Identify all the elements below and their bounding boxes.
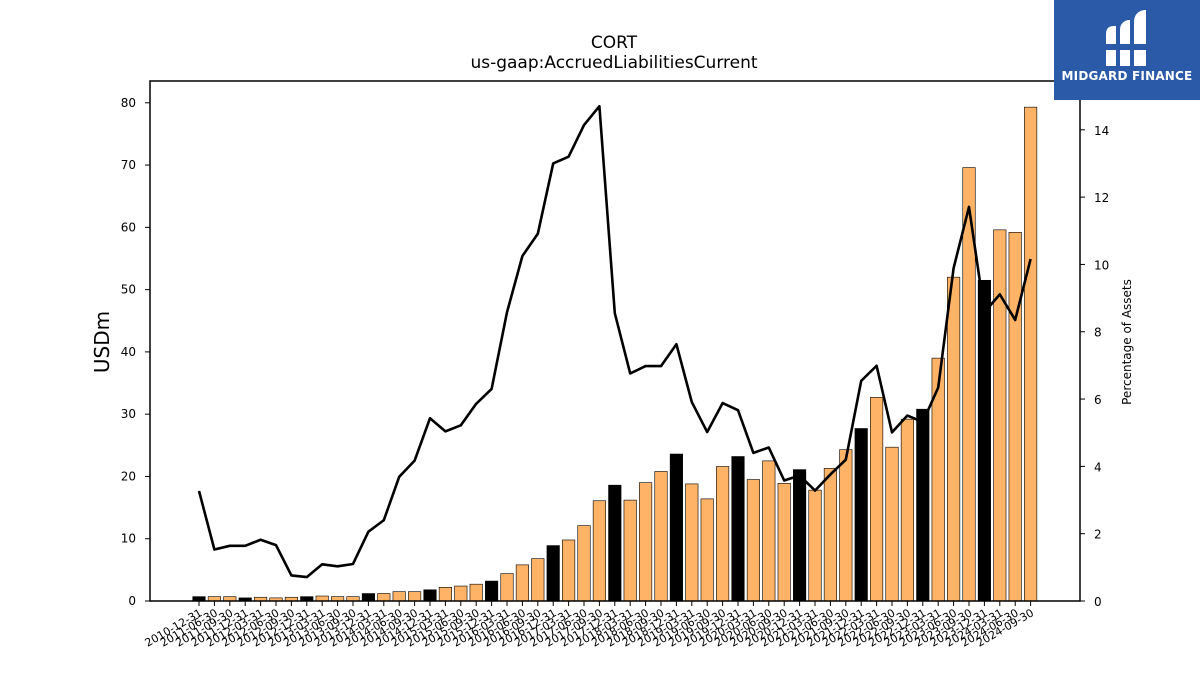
chart-subtitle: us-gaap:AccruedLiabilitiesCurrent [470, 53, 757, 73]
bar-2014-12-31 [423, 589, 437, 602]
y2-tick-label: 4 [1094, 460, 1102, 474]
bar-2015-06-30 [454, 585, 468, 602]
y-tick-label: 0 [128, 594, 136, 608]
bar-2014-03-31 [377, 593, 391, 602]
bar-2022-06-30 [885, 446, 899, 602]
y2-tick-label: 0 [1094, 595, 1102, 609]
bar-2016-09-30 [531, 558, 545, 602]
bar-2014-06-30 [392, 591, 406, 602]
bar-2016-03-31 [500, 573, 514, 602]
brand-name: MIDGARD FINANCE [1061, 69, 1193, 83]
bar-2019-12-31 [731, 456, 745, 602]
y-tick-label: 30 [121, 407, 136, 421]
bar-2023-12-31 [977, 279, 991, 602]
bar-2019-09-30 [716, 466, 730, 602]
y2-tick-label: 14 [1094, 124, 1109, 138]
bar-2020-09-30 [777, 482, 791, 602]
brand-logo: MIDGARD FINANCE [1054, 0, 1200, 100]
right-y-axis: 0 2 4 6 8 10 12 14 [1080, 124, 1109, 609]
line-series [197, 104, 1032, 579]
bar-2019-03-31 [685, 483, 699, 602]
y-tick-label: 50 [121, 283, 136, 297]
midgard-logo-icon [1106, 10, 1146, 66]
bar-2017-03-31 [562, 539, 576, 602]
y2-tick-label: 8 [1094, 326, 1102, 340]
bar-2022-03-31 [870, 397, 884, 602]
bar-2021-06-30 [823, 468, 837, 602]
x-axis: 2010-12-312011-06-302011-09-302011-12-31… [143, 601, 1036, 650]
bar-2017-06-30 [577, 525, 591, 602]
y2-tick-label: 6 [1094, 393, 1102, 407]
bar-2017-09-30 [592, 500, 606, 602]
bar-2015-09-30 [469, 583, 483, 602]
bar-2022-12-31 [916, 408, 930, 602]
y-tick-label: 80 [121, 96, 136, 110]
y-tick-label: 40 [121, 345, 136, 359]
bar-2018-03-31 [623, 499, 637, 602]
bar-2016-06-30 [515, 564, 529, 602]
chart-title: CORT [591, 33, 638, 53]
y-tick-label: 10 [121, 532, 136, 546]
bar-2018-09-30 [654, 471, 668, 602]
bar-2021-12-31 [854, 428, 868, 602]
bar-2021-09-30 [839, 449, 853, 602]
bar-2014-09-30 [408, 591, 422, 602]
y-axis-label-right: Percentage of Assets [1120, 279, 1134, 405]
left-y-axis: 0 10 20 30 40 50 60 70 80 [121, 96, 150, 608]
bar-2016-12-31 [546, 545, 560, 602]
bar-2024-09-30 [1024, 106, 1038, 602]
bar-2020-06-30 [762, 460, 776, 602]
y-tick-label: 20 [121, 469, 136, 483]
bar-2015-03-31 [438, 586, 452, 602]
bar-2021-03-31 [808, 489, 822, 602]
y2-tick-label: 12 [1094, 191, 1109, 205]
y-tick-label: 70 [121, 158, 136, 172]
y2-tick-label: 2 [1094, 528, 1102, 542]
bar-2024-03-31 [993, 229, 1007, 602]
bar-2020-12-31 [793, 469, 807, 602]
y2-tick-label: 10 [1094, 258, 1109, 272]
bar-2017-12-31 [608, 484, 622, 602]
bar-2020-03-31 [746, 479, 760, 602]
pct-assets-line [197, 104, 1032, 579]
bar-2015-12-31 [485, 580, 499, 602]
bar-2018-06-30 [639, 482, 653, 602]
bar-2022-09-30 [900, 418, 914, 602]
bar-2024-06-30 [1008, 232, 1022, 602]
bar-2013-12-31 [361, 593, 375, 602]
bar-2023-06-30 [947, 276, 961, 602]
bar-2019-06-30 [700, 498, 714, 602]
bar-2018-12-31 [669, 453, 683, 602]
bar-series [192, 106, 1038, 602]
y-axis-label-left: USDm [90, 311, 114, 373]
y-tick-label: 60 [121, 220, 136, 234]
